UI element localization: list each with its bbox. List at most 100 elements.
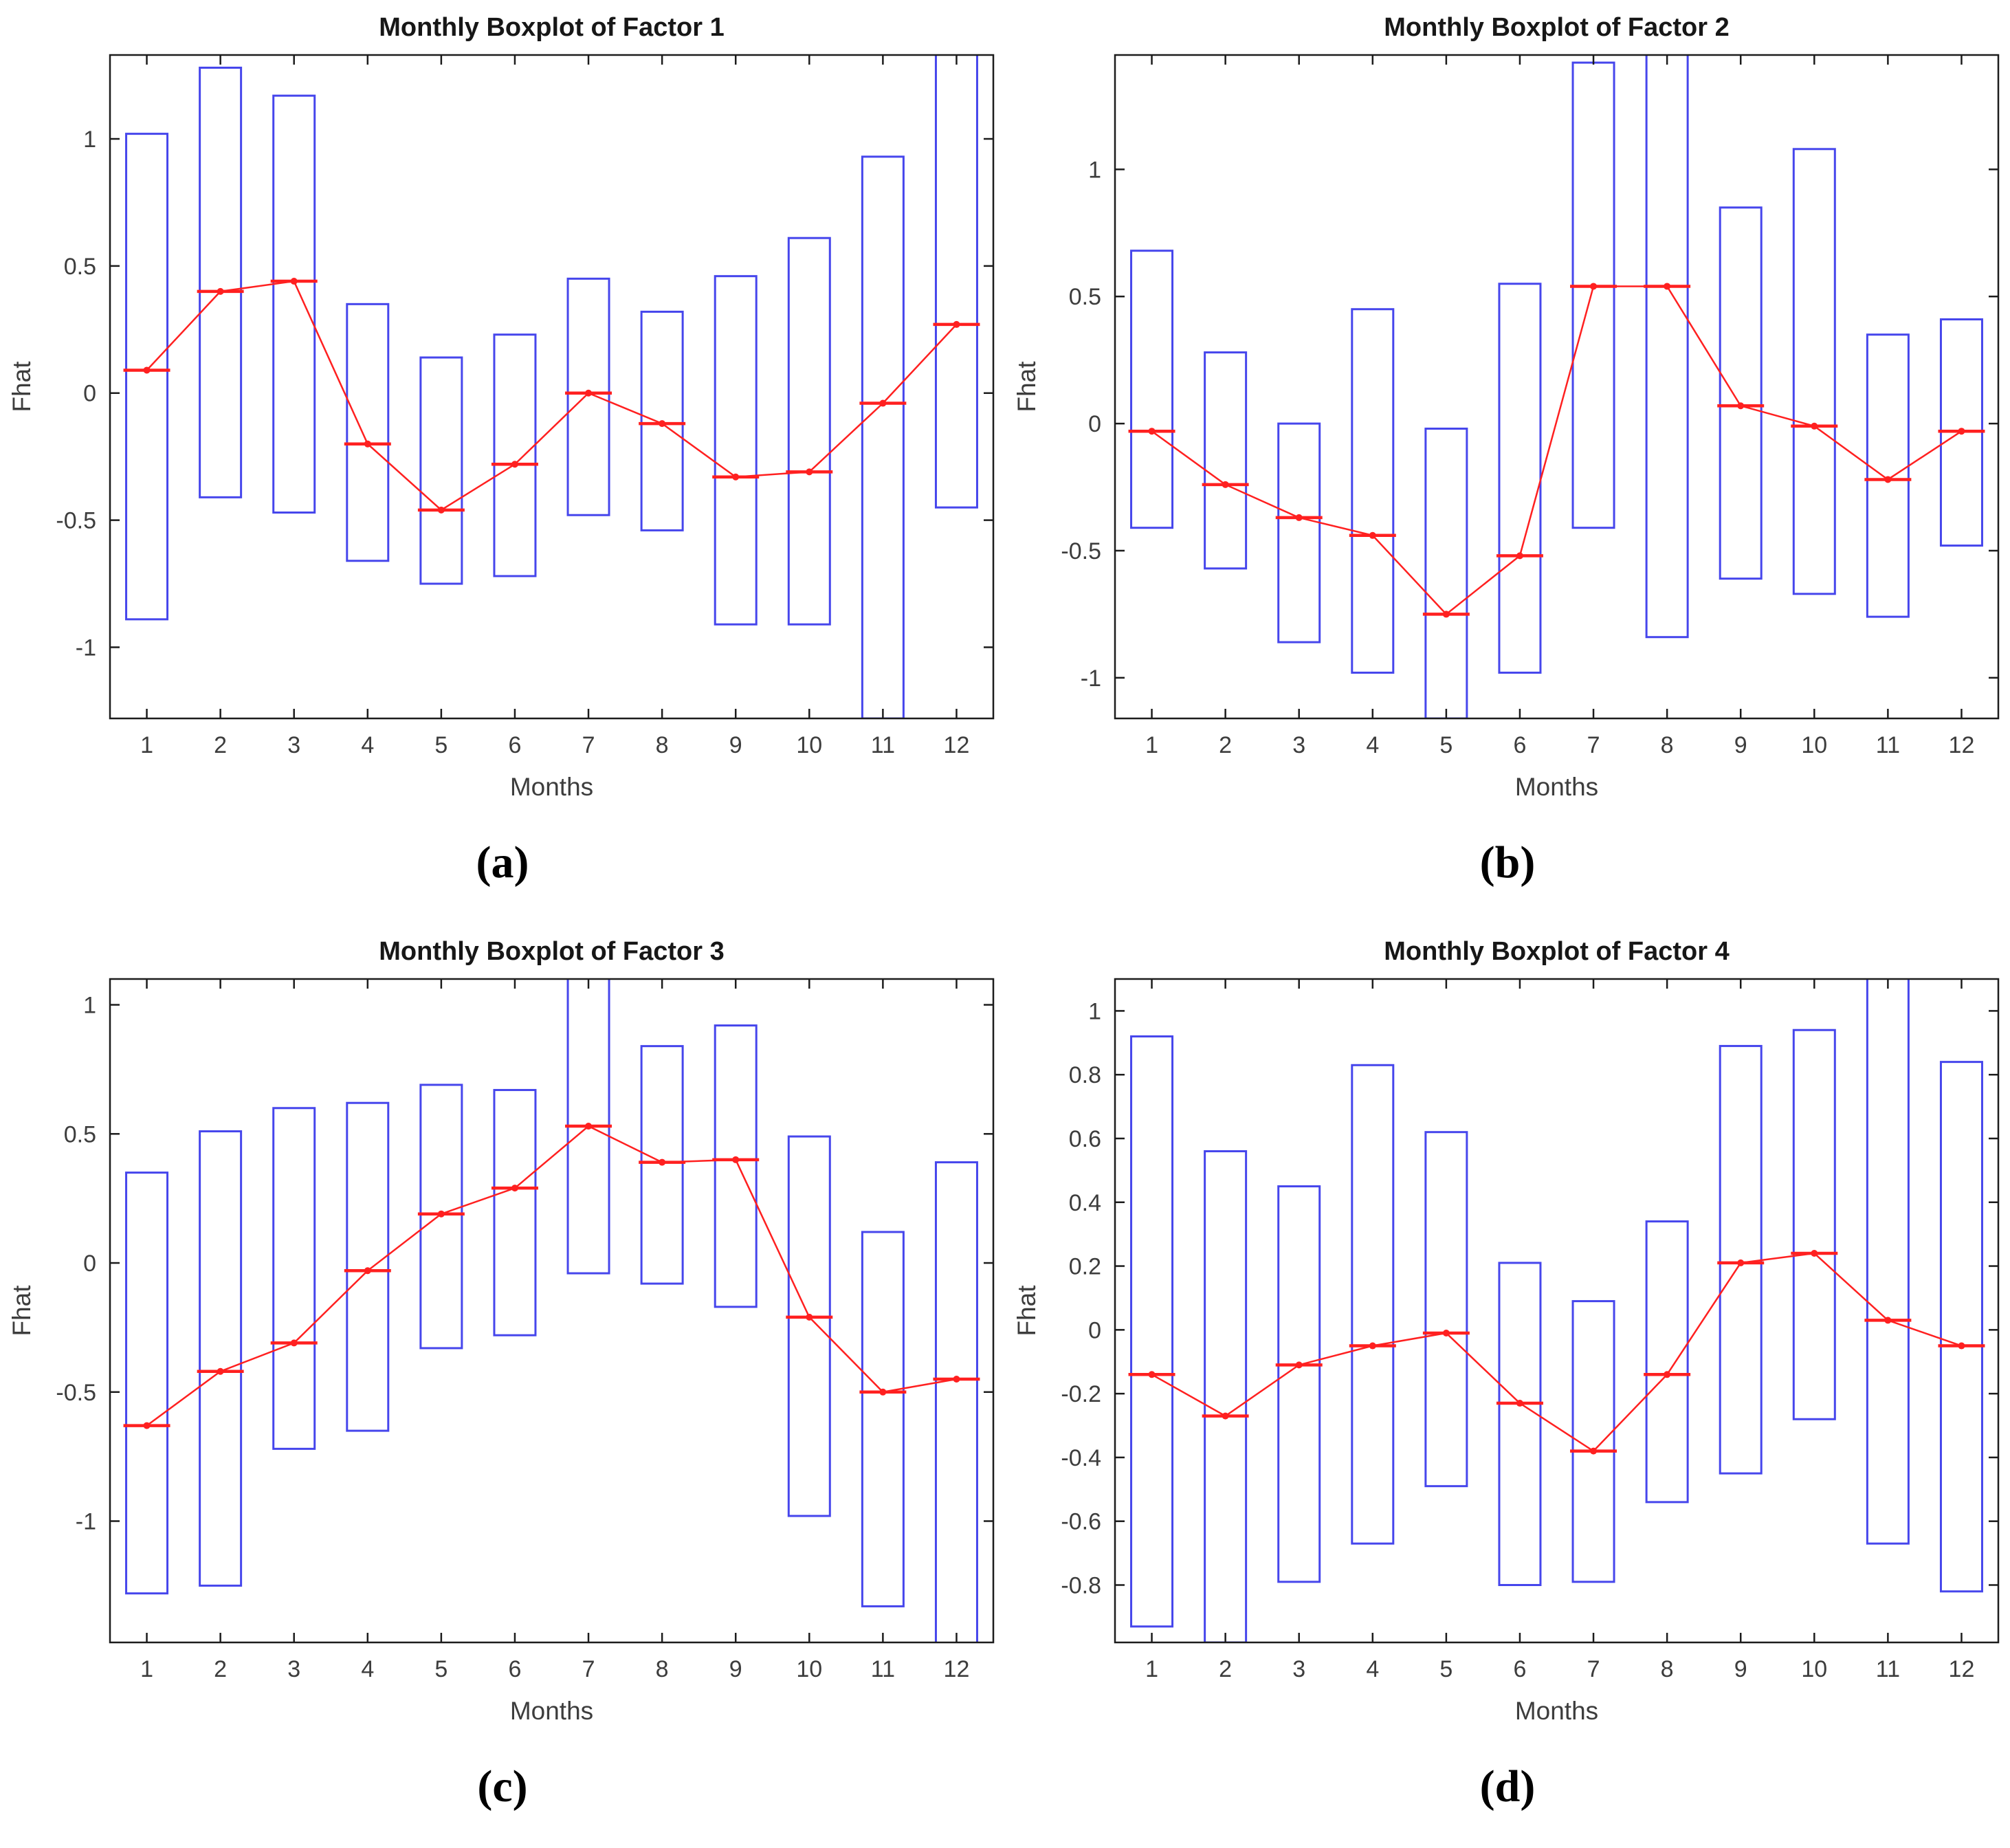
x-tick-label: 4 bbox=[1366, 732, 1379, 758]
x-axis-label: Months bbox=[1515, 1697, 1598, 1725]
median-marker-month-7 bbox=[585, 1123, 593, 1130]
median-marker-month-5 bbox=[1442, 610, 1450, 618]
x-tick-label: 10 bbox=[796, 732, 822, 758]
box-month-3 bbox=[1277, 422, 1321, 644]
median-marker-month-6 bbox=[511, 1185, 518, 1192]
box-month-3 bbox=[272, 94, 316, 514]
x-axis-label: Months bbox=[510, 1697, 593, 1725]
y-tick-label: 1 bbox=[83, 126, 96, 153]
y-axis-label: Fhat bbox=[1013, 361, 1041, 412]
box-month-11 bbox=[861, 1231, 905, 1607]
box-month-11 bbox=[1866, 333, 1910, 618]
box-month-1 bbox=[125, 133, 169, 621]
median-marker-month-12 bbox=[953, 1376, 960, 1383]
box-month-8 bbox=[640, 1045, 684, 1285]
box-month-6 bbox=[493, 333, 537, 578]
y-tick-label: 0.6 bbox=[1069, 1126, 1101, 1152]
median-marker-month-11 bbox=[1884, 476, 1892, 483]
median-marker-month-3 bbox=[290, 1339, 298, 1347]
x-tick-label: 12 bbox=[944, 732, 970, 758]
median-marker-month-4 bbox=[1369, 531, 1376, 539]
box-month-4 bbox=[1351, 308, 1395, 674]
median-marker-month-8 bbox=[1664, 283, 1671, 290]
x-tick-label: 4 bbox=[361, 1656, 374, 1682]
median-marker-month-11 bbox=[1884, 1317, 1892, 1324]
x-tick-label: 6 bbox=[508, 732, 521, 758]
x-tick-label: 1 bbox=[1145, 732, 1158, 758]
median-marker-month-1 bbox=[143, 1422, 151, 1429]
median-marker-month-7 bbox=[585, 389, 593, 397]
x-tick-label: 3 bbox=[1292, 1656, 1305, 1682]
x-tick-label: 6 bbox=[508, 1656, 521, 1682]
median-marker-month-8 bbox=[659, 420, 666, 428]
chart-title: Monthly Boxplot of Factor 4 bbox=[1384, 937, 1729, 966]
box-month-9 bbox=[1719, 206, 1763, 580]
x-tick-label: 10 bbox=[1801, 1656, 1827, 1682]
median-marker-month-7 bbox=[1590, 1447, 1598, 1455]
median-marker-month-5 bbox=[437, 1210, 445, 1218]
median-marker-month-6 bbox=[511, 461, 518, 468]
x-tick-label: 11 bbox=[1876, 1656, 1900, 1682]
median-marker-month-3 bbox=[290, 278, 298, 285]
median-marker-month-7 bbox=[1590, 283, 1598, 290]
x-tick-label: 2 bbox=[214, 732, 227, 758]
median-marker-month-10 bbox=[806, 1313, 813, 1321]
axis-ticks bbox=[110, 979, 993, 1642]
box-month-2 bbox=[199, 1130, 243, 1587]
median-marker-month-2 bbox=[217, 287, 224, 295]
median-marker-month-12 bbox=[1958, 1342, 1965, 1350]
box-month-6 bbox=[493, 1088, 537, 1336]
x-tick-label: 4 bbox=[1366, 1656, 1379, 1682]
box-month-6 bbox=[1498, 283, 1542, 674]
box-month-5 bbox=[419, 356, 463, 585]
plot-data-layer bbox=[123, 55, 980, 718]
x-tick-label: 8 bbox=[656, 1656, 669, 1682]
median-trend-line bbox=[146, 280, 958, 512]
y-tick-label: 0.4 bbox=[1069, 1190, 1101, 1216]
x-tick-label: 12 bbox=[1949, 1656, 1975, 1682]
x-axis-label: Months bbox=[510, 773, 593, 801]
y-tick-label: 0 bbox=[1088, 1317, 1101, 1343]
y-tick-label: -1 bbox=[1081, 666, 1101, 692]
x-tick-label: 7 bbox=[1587, 1656, 1600, 1682]
box-month-12 bbox=[1939, 1061, 1983, 1593]
y-tick-label: 0.5 bbox=[1069, 284, 1101, 310]
x-tick-label: 11 bbox=[1876, 732, 1900, 758]
median-trend-line bbox=[146, 1125, 957, 1427]
axis-ticks bbox=[110, 55, 993, 718]
x-tick-label: 9 bbox=[729, 732, 742, 758]
x-tick-label: 1 bbox=[140, 1656, 153, 1682]
median-marker-month-12 bbox=[1958, 428, 1965, 435]
box-month-11 bbox=[861, 155, 905, 718]
box-month-9 bbox=[714, 1024, 758, 1308]
box-month-9 bbox=[714, 275, 758, 626]
chart-title: Monthly Boxplot of Factor 2 bbox=[1384, 13, 1729, 42]
subfigure-label-c: (c) bbox=[477, 1761, 528, 1812]
box-month-1 bbox=[1130, 250, 1174, 529]
median-marker-month-5 bbox=[437, 506, 445, 514]
median-marker-month-9 bbox=[732, 473, 740, 481]
box-month-8 bbox=[640, 310, 684, 531]
box-month-12 bbox=[934, 55, 978, 509]
y-tick-label: 1 bbox=[83, 993, 96, 1019]
median-marker-month-10 bbox=[806, 468, 813, 476]
median-marker-month-4 bbox=[364, 440, 371, 448]
median-trend-line bbox=[1151, 285, 1963, 616]
box-month-8 bbox=[1645, 1220, 1689, 1504]
x-tick-label: 3 bbox=[287, 732, 300, 758]
median-marker-month-1 bbox=[143, 366, 151, 374]
y-tick-label: -0.5 bbox=[56, 508, 96, 534]
subfigure-a: -1 -0.5 0 0.5 1 1 2 3 4 5 6 7 8 9 10 11 12 Monthly Boxplo… bbox=[0, 0, 1005, 924]
x-tick-label: 9 bbox=[729, 1656, 742, 1682]
box-month-7 bbox=[1571, 61, 1615, 529]
median-marker-month-8 bbox=[659, 1158, 666, 1166]
box-month-10 bbox=[787, 1135, 831, 1517]
box-month-10 bbox=[1792, 1028, 1836, 1420]
x-tick-label: 5 bbox=[434, 1656, 448, 1682]
y-axis-label: Fhat bbox=[1013, 1285, 1041, 1336]
y-tick-label: 0 bbox=[83, 381, 96, 407]
y-tick-label: 0.5 bbox=[64, 1121, 96, 1147]
subfigure-label-d: (d) bbox=[1479, 1761, 1536, 1812]
